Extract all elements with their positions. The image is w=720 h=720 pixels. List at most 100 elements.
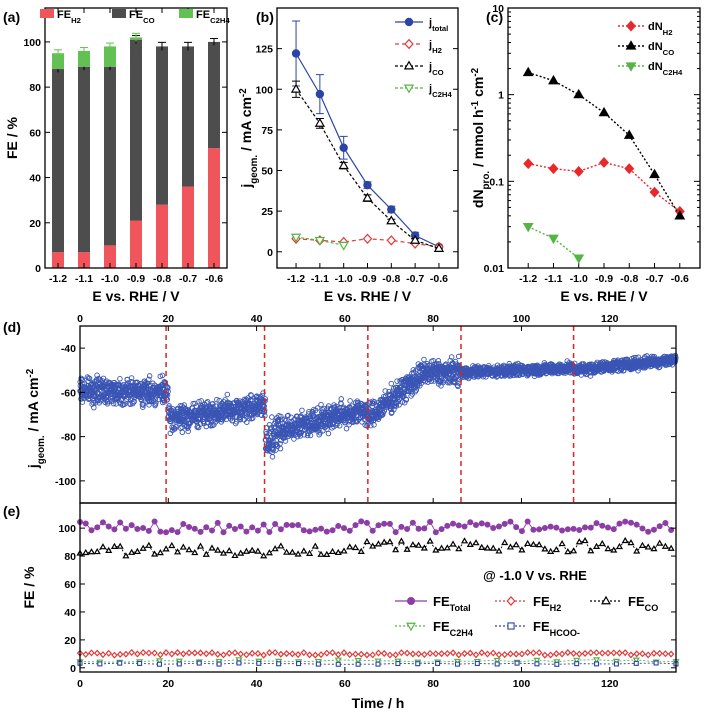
point-FE_CO [248, 546, 256, 553]
point-FE_H2 [633, 650, 640, 658]
condition-annotation: @ -1.0 V vs. RHE [483, 568, 587, 583]
xtick-label-a: -0.7 [179, 273, 197, 285]
current-point [91, 404, 97, 411]
ylabel-b: jgeom. / mA cm-2 [238, 88, 260, 189]
legend-label-j_total-part: total [432, 24, 448, 33]
point-FE_CO [162, 545, 170, 552]
point-FE_Total [180, 520, 187, 527]
point-FE_H2 [317, 651, 325, 659]
point-FE_CO [397, 537, 405, 544]
current-point [146, 373, 153, 379]
point-FE_H2 [489, 649, 497, 657]
point-FE_H2 [570, 649, 577, 657]
point-FE_CO [661, 542, 669, 549]
ytick-label-b: 100 [255, 84, 273, 96]
point-FE_H2 [105, 649, 112, 657]
point-FE_HCOO- [494, 661, 500, 667]
point-FE_H2 [610, 649, 617, 657]
current-point [284, 413, 291, 419]
point-FE_Total [289, 522, 296, 529]
legend-marker-dN_C2H4 [625, 62, 637, 72]
panel-label-c: (c) [486, 9, 503, 25]
point-FE_Total [432, 529, 439, 536]
point-FE_Total [197, 528, 204, 535]
ytick-label-c: 10 [492, 3, 504, 15]
point-FE_Total [501, 520, 508, 527]
point-FE_Total [513, 524, 520, 531]
point-FE_CO [168, 541, 176, 549]
point-FE_CO [93, 547, 101, 555]
ytick-label-e: 100 [58, 523, 76, 535]
xlabel-b: E vs. RHE / V [324, 288, 412, 304]
legend-label-dN_CO-part: CO [663, 48, 675, 57]
current-point [430, 357, 436, 364]
point-FE_CO [346, 543, 354, 550]
point-FE_H2 [128, 648, 135, 657]
point-FE_CO [392, 546, 400, 553]
xtick-label-d: 80 [427, 313, 439, 325]
current-point [179, 429, 186, 436]
point-FE_CO [306, 549, 314, 556]
point-FE_H2 [306, 651, 313, 659]
point-FE_CO [340, 547, 348, 554]
legend-label-FE_HCOO-: FEHCOO- [533, 619, 580, 638]
legend-marker-FE_HCOO- [507, 622, 515, 630]
point-FE_H2 [512, 650, 520, 658]
point-FE_H2 [139, 649, 147, 657]
current-point [139, 401, 146, 408]
legend-label-j_C2H4: jC2H4 [428, 83, 452, 99]
point-FE_CO [627, 538, 635, 546]
point-FE_H2 [576, 650, 583, 658]
point-FE_Total [444, 522, 451, 529]
point-FE_CO [185, 546, 193, 553]
panel-a-fe-bar-chart: (a) -1.2 -1.1 -1.0 -0.9 -0.8 -0.7 -0.6 0 20 40 60 80… [3, 7, 230, 304]
legend-label-FE_HCOO--part: HCOO- [550, 628, 580, 638]
point-FE_CO [300, 547, 308, 554]
point-FE_Total [639, 525, 646, 532]
point-FE_CO [328, 547, 337, 555]
legend-label-FE_C2H4: FEC2H4 [196, 9, 230, 25]
legend-label-j_CO-part: CO [432, 68, 444, 77]
point-FE_C2H4 [235, 657, 243, 664]
current-point [480, 373, 486, 380]
point-FE_Total [490, 524, 497, 531]
current-point [621, 367, 627, 374]
current-point [299, 407, 305, 414]
bar-FE_H2--0.7 [182, 186, 194, 268]
point-FE_CO [604, 545, 612, 552]
xtick-label-e: 80 [427, 678, 439, 690]
current-point [266, 422, 273, 428]
point-j_CO [386, 215, 397, 225]
point-FE_H2 [93, 649, 101, 657]
legend-label-FE_Total: FETotal [433, 594, 471, 613]
point-FE_CO [156, 549, 164, 556]
point-FE_Total [593, 520, 600, 527]
legend-label-FE_Total-part: Total [450, 603, 471, 613]
current-point [259, 392, 266, 399]
point-j_H2 [362, 233, 373, 244]
point-FE_Total [495, 523, 502, 530]
point-FE_H2 [564, 649, 572, 657]
legend-label-FE_CO: FECO [628, 594, 658, 613]
current-point [336, 423, 343, 429]
point-FE_H2 [323, 649, 331, 657]
xtick-label-b: -0.8 [382, 273, 400, 285]
current-point [448, 354, 455, 360]
current-point [94, 372, 100, 379]
point-FE_CO [231, 551, 239, 559]
current-point [185, 428, 191, 435]
ylabel-d-part: geom. [36, 435, 47, 464]
point-FE_CO [260, 552, 268, 559]
point-FE_CO [122, 552, 130, 559]
point-j_total [291, 49, 301, 58]
point-FE_CO [633, 547, 641, 554]
point-dN_H2 [624, 163, 635, 175]
point-FE_CO [426, 537, 434, 544]
point-FE_Total [99, 519, 106, 526]
point-FE_H2 [495, 651, 503, 659]
point-dN_H2 [649, 186, 660, 198]
legend-swatch-FE_H2 [40, 9, 54, 18]
current-point [371, 422, 377, 428]
point-FE_HCOO- [296, 661, 302, 667]
point-FE_CO [650, 544, 658, 552]
